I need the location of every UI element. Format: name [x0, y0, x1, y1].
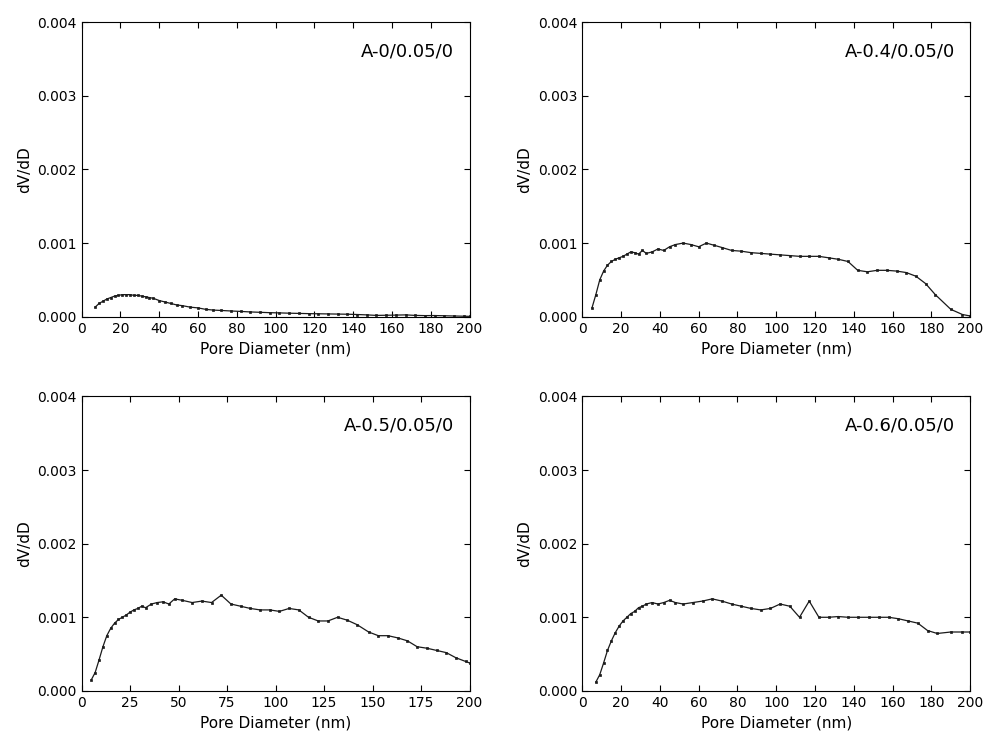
X-axis label: Pore Diameter (nm): Pore Diameter (nm) — [200, 341, 351, 356]
X-axis label: Pore Diameter (nm): Pore Diameter (nm) — [701, 341, 852, 356]
X-axis label: Pore Diameter (nm): Pore Diameter (nm) — [701, 716, 852, 731]
Y-axis label: dV/dD: dV/dD — [517, 520, 532, 567]
Text: A-0.6/0.05/0: A-0.6/0.05/0 — [845, 417, 955, 435]
Y-axis label: dV/dD: dV/dD — [17, 520, 32, 567]
Text: A-0.5/0.05/0: A-0.5/0.05/0 — [344, 417, 454, 435]
X-axis label: Pore Diameter (nm): Pore Diameter (nm) — [200, 716, 351, 731]
Y-axis label: dV/dD: dV/dD — [17, 146, 32, 193]
Y-axis label: dV/dD: dV/dD — [517, 146, 532, 193]
Text: A-0.4/0.05/0: A-0.4/0.05/0 — [844, 43, 955, 61]
Text: A-0/0.05/0: A-0/0.05/0 — [361, 43, 454, 61]
